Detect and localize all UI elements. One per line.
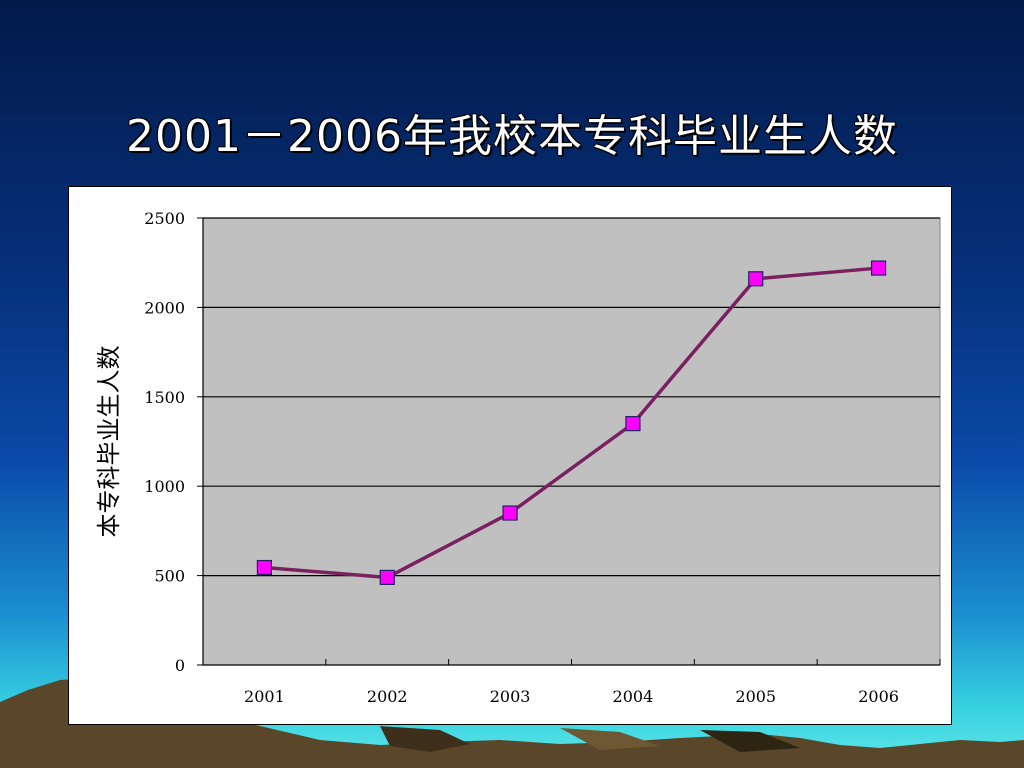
y-tick-label: 1500 bbox=[144, 388, 185, 407]
y-axis-label: 本专科毕业生人数 bbox=[95, 346, 123, 538]
x-tick-label: 2006 bbox=[858, 687, 899, 706]
slide-title: 2001－2006年我校本专科毕业生人数 bbox=[126, 111, 898, 162]
data-point-marker bbox=[256, 559, 273, 576]
plot-area bbox=[202, 217, 941, 666]
data-point-marker bbox=[379, 569, 395, 585]
y-tick-label: 1000 bbox=[144, 477, 185, 496]
y-tick-label: 2000 bbox=[144, 298, 185, 317]
x-tick-label: 2001 bbox=[244, 687, 285, 706]
line-chart: 0 500 1000 1500 2000 2500 2001 2002 2003 2004 2005… bbox=[95, 209, 941, 706]
x-tick-label: 2003 bbox=[490, 687, 531, 706]
chart-panel: 0 500 1000 1500 2000 2500 2001 2002 2003 2004 2005… bbox=[68, 186, 952, 725]
data-point-marker bbox=[625, 416, 641, 432]
data-point-marker bbox=[870, 260, 887, 276]
data-point-marker bbox=[748, 271, 764, 287]
x-tick-label: 2005 bbox=[735, 687, 776, 706]
y-tick-label: 0 bbox=[175, 656, 185, 675]
y-tick-label: 500 bbox=[154, 567, 185, 586]
x-tick-label: 2002 bbox=[367, 687, 408, 706]
y-tick-label: 2500 bbox=[144, 209, 185, 228]
data-point-marker bbox=[502, 505, 518, 521]
x-tick-label: 2004 bbox=[613, 687, 654, 706]
series-line bbox=[264, 266, 879, 580]
